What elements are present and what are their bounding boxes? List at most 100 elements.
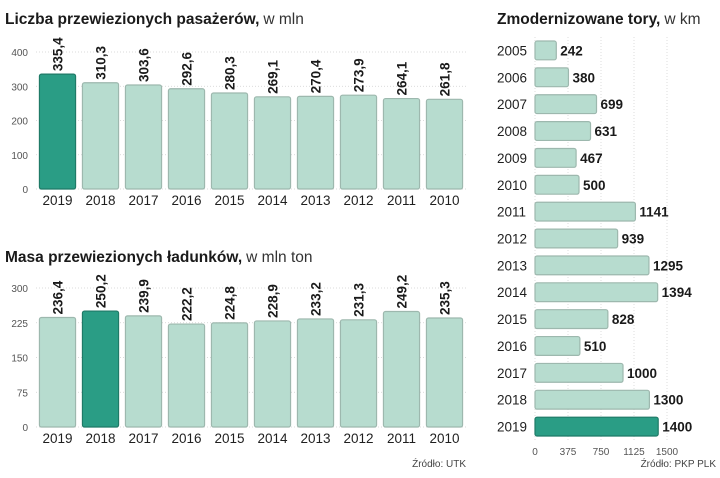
tracks-value-label: 1141	[639, 205, 669, 220]
tracks-category-label: 2016	[497, 339, 527, 354]
cargo-value-label: 228,9	[266, 284, 281, 318]
tracks-category-label: 2012	[497, 232, 527, 247]
passengers-value-label: 292,6	[180, 52, 195, 86]
cargo-bar	[38, 316, 77, 428]
tracks-category-label: 2013	[497, 258, 527, 273]
passengers-bar	[382, 97, 421, 190]
tracks-xtick-label: 375	[560, 447, 577, 458]
tracks-value-label: 510	[584, 339, 607, 354]
tracks-category-label: 2014	[497, 285, 528, 300]
cargo-category-label: 2018	[85, 431, 115, 446]
passengers-value-label: 270,4	[309, 59, 324, 93]
cargo-value-label: 239,9	[137, 279, 152, 313]
tracks-bar	[534, 282, 659, 303]
passengers-bar	[124, 84, 163, 190]
tracks-value-label: 1000	[627, 366, 657, 381]
passengers-bar	[81, 82, 120, 190]
tracks-bar	[534, 255, 650, 276]
cargo-category-label: 2014	[257, 431, 288, 446]
passengers-value-label: 280,3	[223, 56, 238, 90]
passengers-value-label: 273,9	[352, 58, 367, 92]
tracks-value-label: 380	[572, 70, 595, 85]
cargo-category-label: 2016	[171, 431, 201, 446]
tracks-value-label: 631	[595, 124, 618, 139]
cargo-value-label: 224,8	[222, 286, 237, 320]
tracks-bar	[534, 389, 651, 410]
passengers-bar	[38, 73, 77, 190]
tracks-bar	[534, 335, 581, 356]
tracks-xtick-label: 1125	[623, 447, 645, 458]
tracks-xtick-label: 750	[593, 447, 610, 458]
passengers-bar	[253, 96, 292, 190]
cargo-category-label: 2015	[214, 431, 244, 446]
passengers-ytick-label: 400	[11, 48, 28, 59]
cargo-bar	[382, 310, 421, 428]
passengers-category-label: 2013	[300, 193, 330, 208]
passengers-category-label: 2014	[257, 193, 288, 208]
passengers-category-label: 2017	[128, 193, 158, 208]
cargo-bar	[210, 322, 249, 428]
passengers-value-label: 335,4	[51, 37, 66, 71]
passengers-value-label: 303,6	[137, 48, 152, 82]
tracks-xtick-label: 0	[532, 447, 538, 458]
passengers-ytick-label: 300	[11, 82, 28, 93]
tracks-value-label: 1300	[653, 393, 683, 408]
passengers-category-label: 2010	[429, 193, 459, 208]
passengers-bar	[339, 94, 378, 190]
tracks-category-label: 2019	[497, 420, 527, 435]
passengers-category-label: 2011	[387, 193, 416, 208]
cargo-value-label: 236,4	[51, 280, 66, 314]
passengers-bar	[425, 98, 464, 190]
tracks-category-label: 2018	[497, 393, 527, 408]
cargo-value-label: 231,3	[352, 283, 367, 317]
tracks-category-label: 2015	[497, 312, 527, 327]
tracks-category-label: 2008	[497, 124, 527, 139]
tracks-xtick-label: 1500	[656, 447, 679, 458]
passengers-value-label: 310,3	[94, 45, 109, 79]
tracks-bar	[534, 67, 570, 88]
tracks-chart: 0 375 750 1125 1500 2005 242 2006 380 2007 699 2008…	[497, 37, 692, 458]
tracks-value-label: 500	[583, 178, 606, 193]
tracks-bar	[534, 94, 598, 115]
cargo-ytick-label: 225	[11, 319, 28, 330]
cargo-chart: 0 75 150 225 300 236,4 2019 250,2 2018 239,9 2017 2…	[11, 274, 466, 446]
tracks-bar	[534, 362, 624, 383]
cargo-value-label: 222,2	[180, 287, 195, 321]
tracks-value-label: 939	[622, 232, 645, 247]
cargo-category-label: 2012	[343, 431, 373, 446]
tracks-bar	[534, 201, 637, 222]
cargo-bar	[124, 315, 163, 428]
tracks-category-label: 2011	[497, 205, 526, 220]
passengers-category-label: 2018	[85, 193, 115, 208]
passengers-ytick-label: 200	[11, 117, 28, 128]
cargo-value-label: 233,2	[309, 282, 324, 316]
cargo-category-label: 2011	[387, 431, 416, 446]
passengers-title: Liczba przewiezionych pasażerów, w mln	[5, 11, 304, 28]
tracks-bar	[534, 174, 580, 195]
passengers-chart: 0 100 200 300 400 335,4 2019 310,3 2018 303,6 2017…	[11, 37, 466, 208]
cargo-value-label: 235,3	[438, 281, 453, 315]
tracks-bar	[534, 147, 577, 168]
cargo-value-label: 249,2	[395, 275, 410, 309]
passengers-value-label: 261,8	[438, 62, 453, 96]
tracks-category-label: 2009	[497, 151, 527, 166]
tracks-category-label: 2017	[497, 366, 527, 381]
cargo-category-label: 2017	[128, 431, 158, 446]
cargo-bar	[81, 310, 120, 428]
tracks-category-label: 2005	[497, 43, 527, 58]
cargo-category-label: 2010	[429, 431, 459, 446]
tracks-value-label: 828	[612, 312, 635, 327]
tracks-value-label: 1394	[662, 285, 693, 300]
cargo-ytick-label: 0	[22, 423, 28, 434]
tracks-bar	[534, 228, 619, 249]
tracks-category-label: 2006	[497, 70, 527, 85]
passengers-category-label: 2019	[42, 193, 72, 208]
cargo-category-label: 2019	[42, 431, 72, 446]
passengers-value-label: 264,1	[395, 61, 410, 95]
tracks-value-label: 1400	[662, 420, 692, 435]
passengers-ytick-label: 0	[22, 185, 28, 196]
tracks-value-label: 699	[601, 97, 624, 112]
cargo-bar	[253, 320, 292, 428]
cargo-bar	[425, 317, 464, 428]
